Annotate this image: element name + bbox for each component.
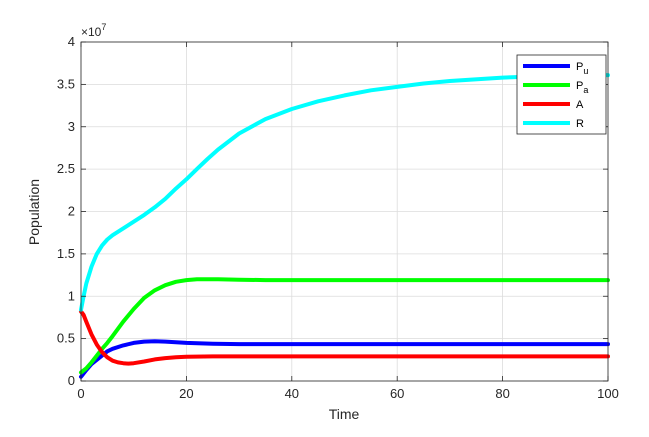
series-line-pu bbox=[79, 339, 610, 379]
y-tick-label: 1 bbox=[68, 288, 75, 303]
series-layer bbox=[79, 73, 610, 379]
y-multiplier-exponent: 7 bbox=[101, 22, 106, 32]
legend-box bbox=[516, 54, 607, 135]
x-tick-label: 60 bbox=[390, 386, 404, 401]
legend-label-main: P bbox=[576, 80, 583, 92]
x-tick-label: 0 bbox=[77, 386, 84, 401]
legend-label-r: R bbox=[576, 118, 584, 130]
y-multiplier-base: ×10 bbox=[81, 25, 102, 39]
tick-labels: 0 20 40 60 80 100 0 0.5 1 1.5 2 2.5 3 3.5 4 bbox=[57, 34, 619, 401]
y-tick-label: 0.5 bbox=[57, 331, 75, 346]
x-axis-label: Time bbox=[329, 406, 360, 422]
legend-label-pa: Pa bbox=[576, 80, 588, 95]
y-tick-label: 3.5 bbox=[57, 76, 75, 91]
y-tick-label: 2.5 bbox=[57, 161, 75, 176]
y-axis-label: Population bbox=[26, 179, 42, 245]
legend-label-main: R bbox=[576, 118, 584, 130]
y-tick-label: 2 bbox=[68, 204, 75, 219]
y-tick-label: 3 bbox=[68, 119, 75, 134]
y-tick-label: 0 bbox=[68, 373, 75, 388]
legend-label-main: A bbox=[576, 99, 584, 111]
legend-label-pu: Pu bbox=[576, 61, 588, 76]
legend-label-main: P bbox=[576, 61, 583, 73]
tick-marks bbox=[80, 41, 609, 382]
legend-label-a: A bbox=[576, 99, 584, 111]
series-line-a bbox=[79, 309, 610, 366]
x-tick-label: 40 bbox=[285, 386, 299, 401]
y-tick-label: 1.5 bbox=[57, 246, 75, 261]
x-tick-label: 80 bbox=[495, 386, 509, 401]
y-multiplier-label: ×107 bbox=[81, 22, 106, 39]
legend-label-subscript: a bbox=[583, 85, 588, 95]
legend-label-subscript: u bbox=[583, 66, 588, 76]
series-line-pa bbox=[79, 277, 610, 375]
y-tick-label: 4 bbox=[68, 34, 75, 49]
x-tick-label: 100 bbox=[597, 386, 619, 401]
x-tick-label: 20 bbox=[179, 386, 193, 401]
series-line-r bbox=[79, 73, 610, 312]
